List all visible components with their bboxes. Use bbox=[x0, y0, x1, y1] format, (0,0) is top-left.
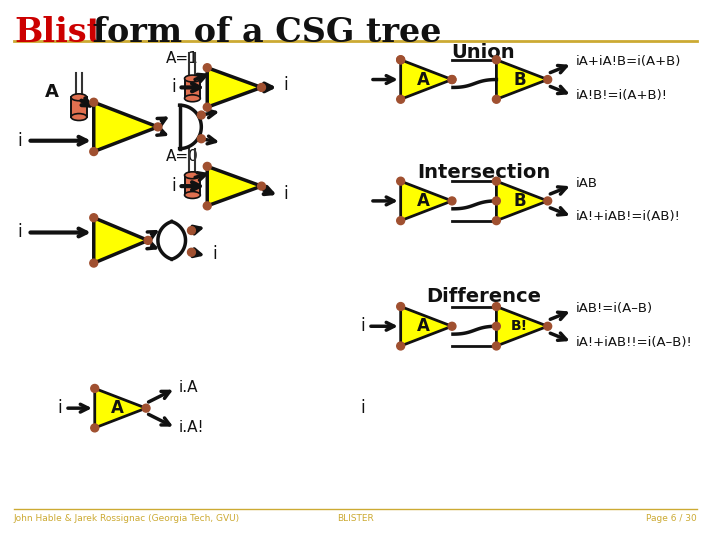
Polygon shape bbox=[400, 181, 452, 221]
Polygon shape bbox=[95, 388, 146, 428]
Text: A: A bbox=[112, 399, 125, 417]
Text: BLISTER: BLISTER bbox=[337, 514, 374, 523]
Ellipse shape bbox=[71, 113, 87, 120]
Polygon shape bbox=[207, 68, 261, 107]
Ellipse shape bbox=[71, 94, 87, 101]
Text: i: i bbox=[283, 185, 288, 203]
Circle shape bbox=[492, 322, 500, 330]
Text: A: A bbox=[45, 83, 58, 102]
Circle shape bbox=[397, 342, 405, 350]
Circle shape bbox=[258, 182, 266, 190]
Circle shape bbox=[492, 302, 500, 310]
Text: i: i bbox=[58, 399, 62, 417]
Circle shape bbox=[203, 163, 211, 170]
Circle shape bbox=[492, 197, 500, 205]
Polygon shape bbox=[400, 60, 452, 99]
Circle shape bbox=[197, 111, 205, 119]
Circle shape bbox=[91, 384, 99, 393]
FancyBboxPatch shape bbox=[71, 97, 87, 117]
FancyBboxPatch shape bbox=[184, 176, 200, 195]
Text: i: i bbox=[17, 132, 22, 150]
Text: iA!+iAB!=i(AB)!: iA!+iAB!=i(AB)! bbox=[575, 210, 680, 223]
Text: i: i bbox=[171, 78, 176, 97]
Circle shape bbox=[448, 197, 456, 205]
Circle shape bbox=[397, 56, 405, 64]
Circle shape bbox=[544, 76, 552, 84]
Circle shape bbox=[448, 76, 456, 84]
Circle shape bbox=[544, 197, 552, 205]
Text: Difference: Difference bbox=[426, 287, 541, 306]
Circle shape bbox=[258, 84, 266, 91]
Text: A: A bbox=[418, 318, 430, 335]
Polygon shape bbox=[496, 307, 548, 346]
Text: A: A bbox=[418, 71, 430, 89]
Circle shape bbox=[397, 56, 405, 64]
Circle shape bbox=[90, 98, 98, 106]
Text: John Hable & Jarek Rossignac (Georgia Tech, GVU): John Hable & Jarek Rossignac (Georgia Te… bbox=[14, 514, 240, 523]
Circle shape bbox=[397, 302, 405, 310]
Circle shape bbox=[448, 322, 456, 330]
Polygon shape bbox=[207, 166, 261, 206]
Circle shape bbox=[397, 96, 405, 103]
Circle shape bbox=[187, 227, 195, 234]
Text: iA!B!=i(A+B)!: iA!B!=i(A+B)! bbox=[575, 89, 667, 102]
Circle shape bbox=[397, 217, 405, 225]
Text: i: i bbox=[17, 224, 22, 241]
Ellipse shape bbox=[184, 192, 200, 199]
Text: i.A: i.A bbox=[179, 380, 198, 395]
Circle shape bbox=[90, 147, 98, 156]
Text: i: i bbox=[212, 245, 217, 263]
Polygon shape bbox=[94, 218, 148, 263]
Text: A=1: A=1 bbox=[166, 51, 199, 66]
Circle shape bbox=[154, 123, 162, 131]
Ellipse shape bbox=[184, 172, 200, 179]
Circle shape bbox=[142, 404, 150, 412]
Text: form of a CSG tree: form of a CSG tree bbox=[81, 16, 441, 49]
Polygon shape bbox=[496, 60, 548, 99]
Text: B!: B! bbox=[511, 319, 528, 333]
Text: Union: Union bbox=[451, 43, 516, 62]
Ellipse shape bbox=[184, 95, 200, 102]
Circle shape bbox=[203, 103, 211, 111]
Polygon shape bbox=[400, 307, 452, 346]
Text: i: i bbox=[171, 177, 176, 195]
Circle shape bbox=[187, 248, 195, 256]
FancyBboxPatch shape bbox=[184, 78, 200, 98]
Polygon shape bbox=[94, 102, 158, 152]
Circle shape bbox=[197, 135, 205, 143]
Text: iA!+iAB!!=i(A–B)!: iA!+iAB!!=i(A–B)! bbox=[575, 335, 692, 348]
Text: B: B bbox=[513, 71, 526, 89]
Circle shape bbox=[492, 217, 500, 225]
Polygon shape bbox=[496, 181, 548, 221]
Text: Page 6 / 30: Page 6 / 30 bbox=[646, 514, 697, 523]
Circle shape bbox=[203, 202, 211, 210]
Text: i: i bbox=[361, 318, 365, 335]
Circle shape bbox=[90, 259, 98, 267]
Circle shape bbox=[448, 76, 456, 84]
Text: A=0: A=0 bbox=[166, 148, 199, 164]
Text: i: i bbox=[361, 399, 365, 417]
Text: Intersection: Intersection bbox=[417, 164, 550, 183]
Text: A: A bbox=[418, 192, 430, 210]
Text: B: B bbox=[513, 192, 526, 210]
Text: i: i bbox=[283, 77, 288, 94]
Circle shape bbox=[492, 96, 500, 103]
Circle shape bbox=[492, 342, 500, 350]
Circle shape bbox=[492, 177, 500, 185]
Text: iA+iA!B=i(A+B): iA+iA!B=i(A+B) bbox=[575, 55, 680, 68]
Ellipse shape bbox=[184, 75, 200, 82]
Circle shape bbox=[203, 64, 211, 72]
Circle shape bbox=[90, 214, 98, 221]
Circle shape bbox=[544, 322, 552, 330]
Circle shape bbox=[492, 56, 500, 64]
Circle shape bbox=[144, 237, 152, 244]
Text: iAB!=i(A–B): iAB!=i(A–B) bbox=[575, 302, 652, 315]
Circle shape bbox=[91, 424, 99, 432]
Circle shape bbox=[397, 177, 405, 185]
Text: iAB: iAB bbox=[575, 177, 598, 190]
Text: Blist: Blist bbox=[15, 16, 103, 49]
Text: i.A!: i.A! bbox=[179, 421, 204, 435]
